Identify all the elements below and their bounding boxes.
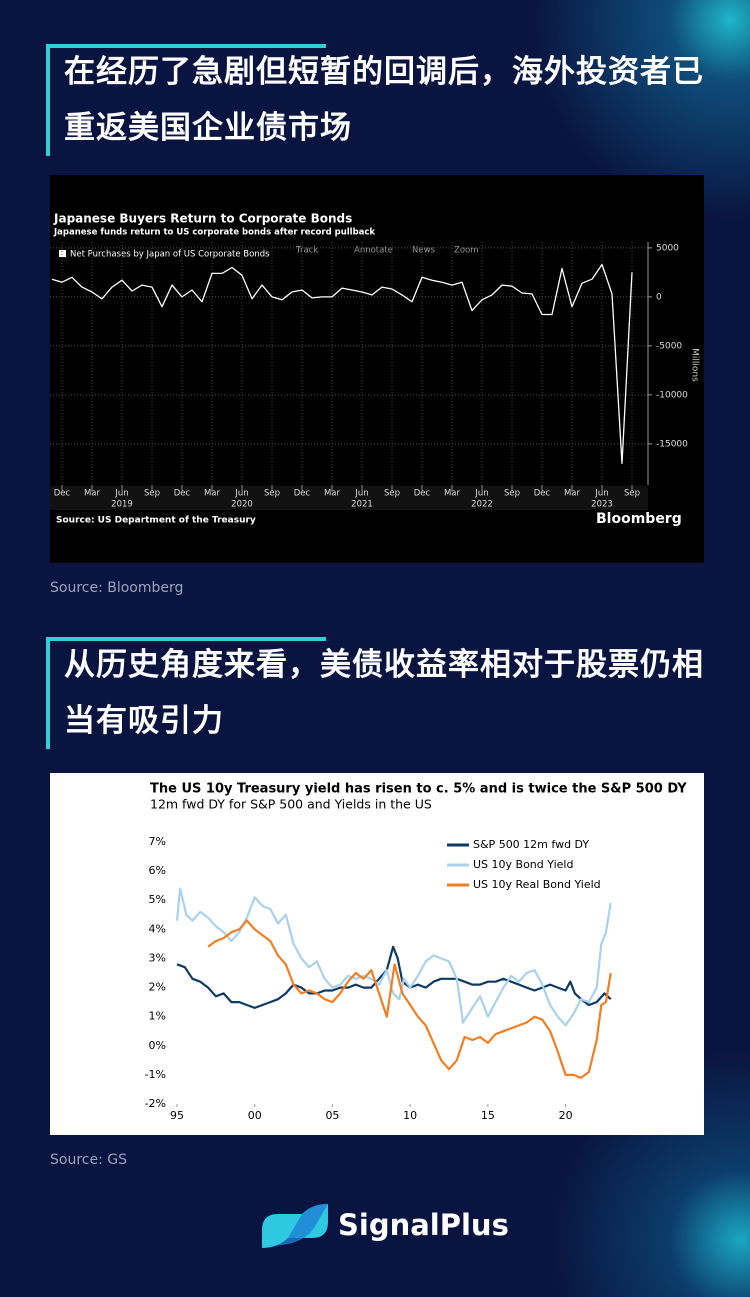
logo-icon [262, 1204, 328, 1248]
y-tick-label: -5000 [656, 341, 682, 351]
x-axis-band [50, 486, 648, 510]
x-tick-label: Dec [54, 489, 71, 499]
y-tick-label: -15000 [656, 439, 688, 449]
chart-subtitle: Japanese funds return to US corporate bo… [53, 228, 375, 238]
x-tick-label: 00 [248, 1109, 262, 1122]
x-tick-label: Sep [504, 489, 520, 499]
y-tick-label: 5% [149, 893, 166, 906]
chart-background [50, 773, 704, 1135]
series-line [207, 919, 612, 1079]
x-tick-label: Dec [534, 489, 551, 499]
legend-label: US 10y Bond Yield [473, 858, 573, 871]
x-tick-label: 20 [559, 1109, 573, 1122]
y-tick-label: 0 [656, 292, 662, 302]
bloomberg-chart: Japanese Buyers Return to Corporate Bond… [50, 175, 704, 563]
year-label: 2023 [591, 500, 613, 510]
x-tick-label: Mar [324, 489, 341, 499]
legend-swatch [59, 250, 66, 257]
x-tick-label: Mar [204, 489, 221, 499]
series-line [51, 263, 633, 465]
toolbar-item: Annotate [354, 246, 393, 256]
x-tick-label: Jun [354, 489, 368, 499]
series-line [176, 945, 612, 1009]
source-note: Source: US Department of the Treasury [56, 516, 256, 526]
y-axis-label: Millions [690, 348, 700, 382]
toolbar-item: Zoom [454, 246, 479, 256]
y-tick-label: 0% [149, 1039, 166, 1052]
series-line [175, 887, 612, 1027]
y-tick-label: -10000 [656, 390, 688, 400]
chart-title: The US 10y Treasury yield has risen to c… [150, 782, 687, 797]
x-tick-label: Jun [594, 489, 608, 499]
year-label: 2019 [111, 500, 133, 510]
y-tick-label: 5000 [656, 243, 679, 253]
source: Source: Bloomberg [50, 580, 184, 596]
y-tick-label: 2% [149, 981, 166, 994]
x-tick-label: Sep [624, 489, 640, 499]
x-tick-label: Jun [474, 489, 488, 499]
x-tick-label: Sep [264, 489, 280, 499]
x-tick-label: Sep [144, 489, 160, 499]
y-tick-label: -2% [145, 1097, 166, 1110]
gs-chart: The US 10y Treasury yield has risen to c… [50, 773, 704, 1135]
logo-text: SignalPlus [338, 1208, 509, 1242]
x-tick-label: Dec [174, 489, 191, 499]
legend-label: Net Purchases by Japan of US Corporate B… [70, 250, 270, 260]
chart-title: Japanese Buyers Return to Corporate Bond… [53, 212, 352, 226]
y-tick-label: 7% [149, 835, 166, 848]
x-tick-label: 95 [170, 1109, 184, 1122]
year-label: 2022 [471, 500, 493, 510]
year-label: 2021 [351, 500, 373, 510]
year-label: 2020 [231, 500, 253, 510]
y-tick-label: 4% [149, 922, 166, 935]
x-tick-label: Jun [234, 489, 248, 499]
x-tick-label: 15 [481, 1109, 495, 1122]
x-tick-label: Mar [84, 489, 101, 499]
source: Source: GS [50, 1152, 127, 1168]
y-tick-label: 1% [149, 1010, 166, 1023]
logo: SignalPlus [262, 1204, 509, 1248]
x-tick-label: 10 [403, 1109, 417, 1122]
chart-subtitle: 12m fwd DY for S&P 500 and Yields in the… [150, 797, 432, 812]
x-tick-label: Jun [114, 489, 128, 499]
legend-label: US 10y Real Bond Yield [473, 878, 601, 891]
x-tick-label: Dec [414, 489, 431, 499]
y-tick-label: 3% [149, 951, 166, 964]
brand: Bloomberg [596, 511, 682, 527]
y-tick-label: 6% [149, 864, 166, 877]
heading: 从历史角度来看，美债收益率相对于股票仍相当有吸引力 [46, 637, 724, 749]
x-tick-label: Mar [444, 489, 461, 499]
legend-label: S&P 500 12m fwd DY [473, 838, 589, 851]
x-tick-label: 05 [325, 1109, 339, 1122]
x-tick-label: Dec [294, 489, 311, 499]
x-tick-label: Mar [564, 489, 581, 499]
heading: 在经历了急剧但短暂的回调后，海外投资者已重返美国企业债市场 [46, 44, 724, 156]
y-tick-label: -1% [145, 1068, 166, 1081]
toolbar-item: News [412, 246, 436, 256]
x-tick-label: Sep [384, 489, 400, 499]
toolbar-item: Track [295, 246, 318, 256]
